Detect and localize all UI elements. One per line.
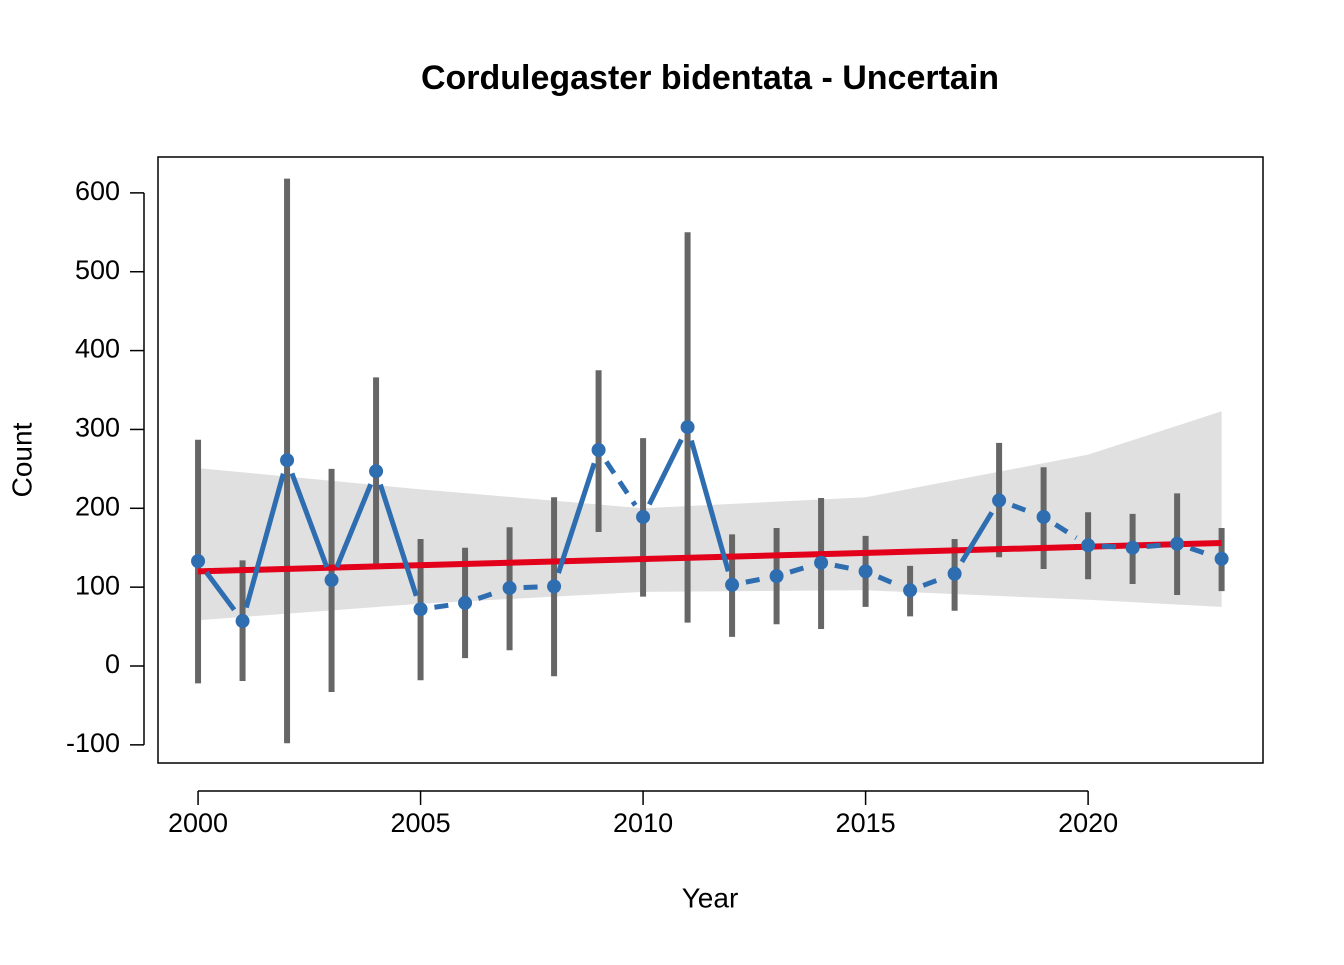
x-axis-label: Year <box>682 882 739 913</box>
data-point <box>280 453 295 468</box>
data-point <box>324 573 339 588</box>
y-tick-label: 100 <box>75 570 120 600</box>
x-tick-label: 2010 <box>613 808 673 838</box>
chart-title: Cordulegaster bidentata - Uncertain <box>421 59 999 97</box>
series-segment <box>745 576 764 585</box>
data-point <box>1214 551 1229 566</box>
data-point <box>458 595 473 610</box>
y-axis-label: Count <box>6 422 37 497</box>
series-segment <box>647 438 684 506</box>
data-point <box>636 509 651 524</box>
series-segment <box>834 562 853 572</box>
series-segment <box>523 584 541 590</box>
y-tick-label: 400 <box>75 334 120 364</box>
y-tick-label: 600 <box>75 176 120 206</box>
series-segment <box>1054 522 1078 540</box>
data-point <box>1036 509 1051 524</box>
series-segment <box>204 570 237 612</box>
series-segment <box>1101 543 1119 550</box>
x-tick-label: 2015 <box>836 808 896 838</box>
series-segment <box>434 602 452 610</box>
series-segment <box>556 462 597 574</box>
y-tick-label: 0 <box>105 649 120 679</box>
data-point <box>591 442 606 457</box>
data-point <box>992 493 1007 508</box>
series-segment <box>243 473 286 609</box>
plot-frame <box>157 156 1264 764</box>
data-point <box>769 569 784 584</box>
data-point <box>547 579 562 594</box>
data-point <box>1081 538 1096 553</box>
data-point <box>903 583 918 598</box>
x-tick-label: 2020 <box>1058 808 1118 838</box>
y-tick-label: 300 <box>75 413 120 443</box>
series-segment <box>289 472 330 568</box>
data-point <box>725 577 740 592</box>
confidence-band <box>198 411 1222 621</box>
data-point <box>814 555 829 570</box>
series-segment <box>1146 542 1164 549</box>
data-point <box>235 614 250 629</box>
series-segment <box>1011 502 1032 515</box>
series-segment <box>604 460 638 507</box>
series-segment <box>789 564 809 575</box>
y-tick-label: -100 <box>66 728 120 758</box>
series-segment <box>1189 545 1210 557</box>
data-point <box>680 420 695 435</box>
series-segment <box>922 576 943 588</box>
data-point <box>858 564 873 579</box>
data-point <box>947 566 962 581</box>
series-segment <box>334 483 374 569</box>
data-point <box>1170 536 1185 551</box>
series-segment <box>377 483 419 597</box>
trend-line <box>197 539 1222 575</box>
data-point <box>1125 540 1140 555</box>
x-tick-label: 2005 <box>391 808 451 838</box>
series-segment <box>877 574 899 588</box>
series-segment <box>688 439 731 572</box>
series-segment <box>959 511 994 564</box>
series-segment <box>477 590 498 601</box>
data-point <box>413 602 428 617</box>
y-tick-label: 200 <box>75 491 120 521</box>
data-point <box>502 580 517 595</box>
data-point <box>369 464 384 479</box>
x-tick-label: 2000 <box>168 808 228 838</box>
data-point <box>191 554 206 569</box>
y-tick-label: 500 <box>75 255 120 285</box>
